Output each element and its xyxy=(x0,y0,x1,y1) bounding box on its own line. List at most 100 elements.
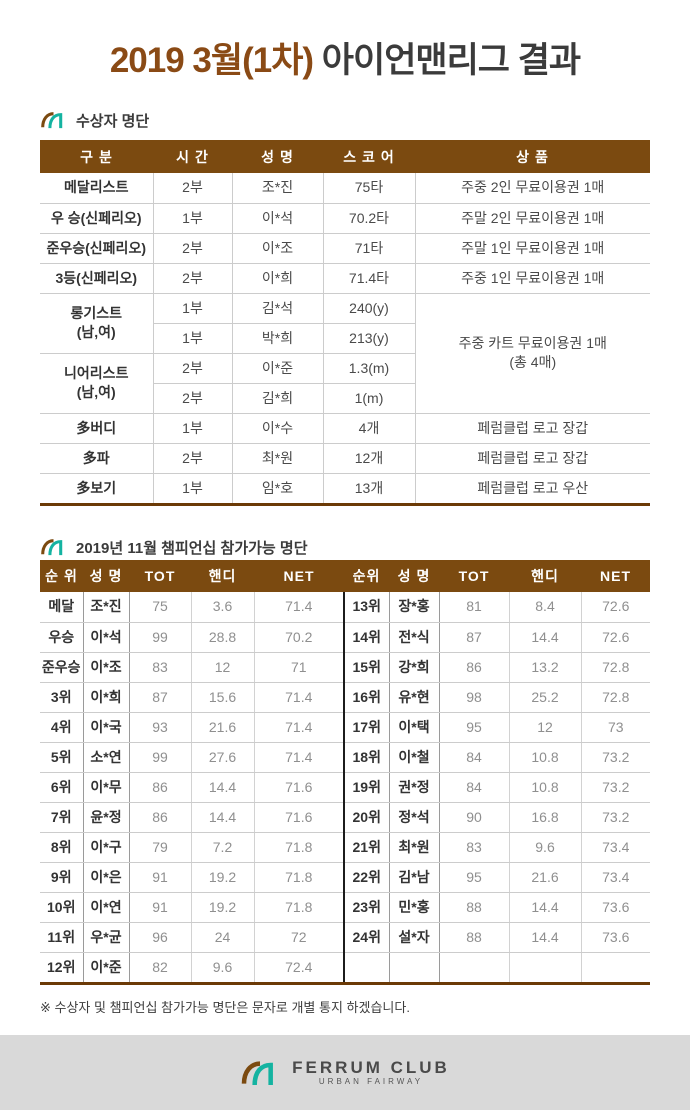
ferrum-mark-icon xyxy=(41,539,63,556)
table-cell: 권*정 xyxy=(388,772,439,803)
table-cell xyxy=(343,952,389,982)
table-cell: 주중 카트 무료이용권 1매 (총 4매) xyxy=(414,293,650,414)
table-cell: 28.8 xyxy=(190,622,254,653)
table-cell: 9.6 xyxy=(190,952,254,982)
table-cell: 71.8 xyxy=(253,862,344,893)
table-cell: 민*홍 xyxy=(388,892,439,923)
table-cell: 72.6 xyxy=(580,592,650,623)
championship-section-heading: 2019년 11월 챔피언십 참가가능 명단 xyxy=(40,537,690,557)
table-cell: 9.6 xyxy=(508,832,581,863)
column-header: 성 명 xyxy=(232,140,323,173)
table-row: 준우승 이*조 83 12 71 15위 강*희 86 13.2 72.8 xyxy=(40,652,650,683)
table-cell: 니어리스트 (남,여) xyxy=(40,353,153,414)
table-cell: 4위 xyxy=(40,712,83,743)
table-cell: 72.6 xyxy=(580,622,650,653)
footnote-text: ※ 수상자 및 챔피언십 참가가능 명단은 문자로 개별 통지 하겠습니다. xyxy=(40,1000,410,1015)
table-cell: 준우승(신페리오) xyxy=(40,233,153,264)
column-header: TOT xyxy=(129,560,191,592)
table-cell: 96 xyxy=(128,922,191,953)
table-cell: 72.8 xyxy=(580,652,650,683)
table-cell: 73 xyxy=(580,712,650,743)
table-cell: 1부 xyxy=(152,413,232,444)
table-cell: 86 xyxy=(128,772,191,803)
table-cell: 2부 xyxy=(152,443,232,474)
table-cell: 21위 xyxy=(343,832,389,863)
table-cell: 91 xyxy=(128,862,191,893)
table-row: 우승 이*석 99 28.8 70.2 14위 전*식 87 14.4 72.6 xyxy=(40,622,650,653)
table-row: 롱기스트 (남,여) 1부 김*석 240(y) 주중 카트 무료이용권 1매 (총 4… xyxy=(40,293,650,414)
table-cell: 1부 xyxy=(152,293,232,324)
table-cell: 10.8 xyxy=(508,742,581,773)
table-cell: 91 xyxy=(128,892,191,923)
table-cell: 84 xyxy=(438,772,509,803)
table-cell: 86 xyxy=(128,802,191,833)
table-cell: 페럼클럽 로고 우산 xyxy=(414,473,650,503)
table-cell: 75 xyxy=(128,592,191,623)
table-cell: 14.4 xyxy=(190,802,254,833)
table-cell: 페럼클럽 로고 장갑 xyxy=(414,443,650,474)
table-cell: 95 xyxy=(438,712,509,743)
column-header: TOT xyxy=(439,560,509,592)
table-cell: 83 xyxy=(128,652,191,683)
table-row: 1부 박*희 213(y) xyxy=(40,323,650,354)
table-cell: 준우승 xyxy=(40,652,83,683)
championship-section-title: 2019년 11월 챔피언십 참가가능 명단 xyxy=(76,539,308,557)
table-cell: 70.2 xyxy=(253,622,344,653)
table-cell: 이*조 xyxy=(231,233,323,264)
table-cell: 최*원 xyxy=(231,443,323,474)
table-cell: 14.4 xyxy=(190,772,254,803)
table-row: 7위 윤*정 86 14.4 71.6 20위 정*석 90 16.8 73.2 xyxy=(40,802,650,833)
table-cell: 롱기스트 (남,여) xyxy=(40,293,153,354)
table-cell: 6위 xyxy=(40,772,83,803)
table-row: 2부 김*희 1(m) xyxy=(40,383,650,414)
table-cell: 2부 xyxy=(152,173,232,204)
page-title: 2019 3월(1차) 아이언맨리그 결과 xyxy=(0,38,690,84)
table-cell: 2부 xyxy=(152,383,232,414)
column-header: 핸디 xyxy=(509,560,581,592)
winners-section-heading: 수상자 명단 xyxy=(40,110,690,130)
table-cell: 소*연 xyxy=(82,742,129,773)
table-row: 多보기 1부 임*호 13개 페럼클럽 로고 우산 xyxy=(40,473,650,503)
table-cell: 多버디 xyxy=(40,413,153,444)
table-cell: 이*석 xyxy=(82,622,129,653)
table-row: 6위 이*무 86 14.4 71.6 19위 권*정 84 10.8 73.2 xyxy=(40,772,650,803)
table-cell: 71.4 xyxy=(253,592,344,623)
table-cell: 3등(신페리오) xyxy=(40,263,153,294)
table-cell xyxy=(388,952,439,982)
table-cell: 조*진 xyxy=(82,592,129,623)
table-row: 4위 이*국 93 21.6 71.4 17위 이*택 95 12 73 xyxy=(40,712,650,743)
table-cell: 12위 xyxy=(47,958,76,975)
table-cell: 75타 xyxy=(322,173,415,204)
table-cell: 이*철 xyxy=(388,742,439,773)
table-cell: 주말 1인 무료이용권 1매 xyxy=(414,233,650,264)
column-header: 구 분 xyxy=(40,140,153,173)
table-cell: 강*희 xyxy=(388,652,439,683)
table-cell: 이*연 xyxy=(82,892,129,923)
table-cell: 메달리스트 xyxy=(40,173,153,204)
table-cell: 전*식 xyxy=(388,622,439,653)
table-row: 메달리스트 2부 조*진 75타 주중 2인 무료이용권 1매 xyxy=(40,173,650,204)
table-cell: 15위 xyxy=(343,652,389,683)
table-cell: 19위 xyxy=(343,772,389,803)
table-cell: 1부 xyxy=(152,203,232,234)
table-cell: 86 xyxy=(438,652,509,683)
table-cell: 72.4 xyxy=(253,952,344,982)
ferrum-logo-icon xyxy=(241,1060,274,1085)
table-cell: 73.2 xyxy=(580,742,650,773)
table-cell: 이*준 xyxy=(82,952,129,982)
table-cell: 81 xyxy=(438,592,509,623)
table-cell: 조*진 xyxy=(231,173,323,204)
table-row: 10위 이*연 91 19.2 71.8 23위 민*홍 88 14.4 73.6 xyxy=(40,892,650,923)
table-cell: 14위 xyxy=(343,622,389,653)
table-cell: 2부 xyxy=(152,233,232,264)
table-cell: 71.4타 xyxy=(322,263,415,294)
table-cell: 71.4 xyxy=(253,682,344,713)
table-cell: 이*희 xyxy=(231,263,323,294)
table-cell: 10위 xyxy=(40,892,83,923)
table-cell: 이*석 xyxy=(231,203,323,234)
